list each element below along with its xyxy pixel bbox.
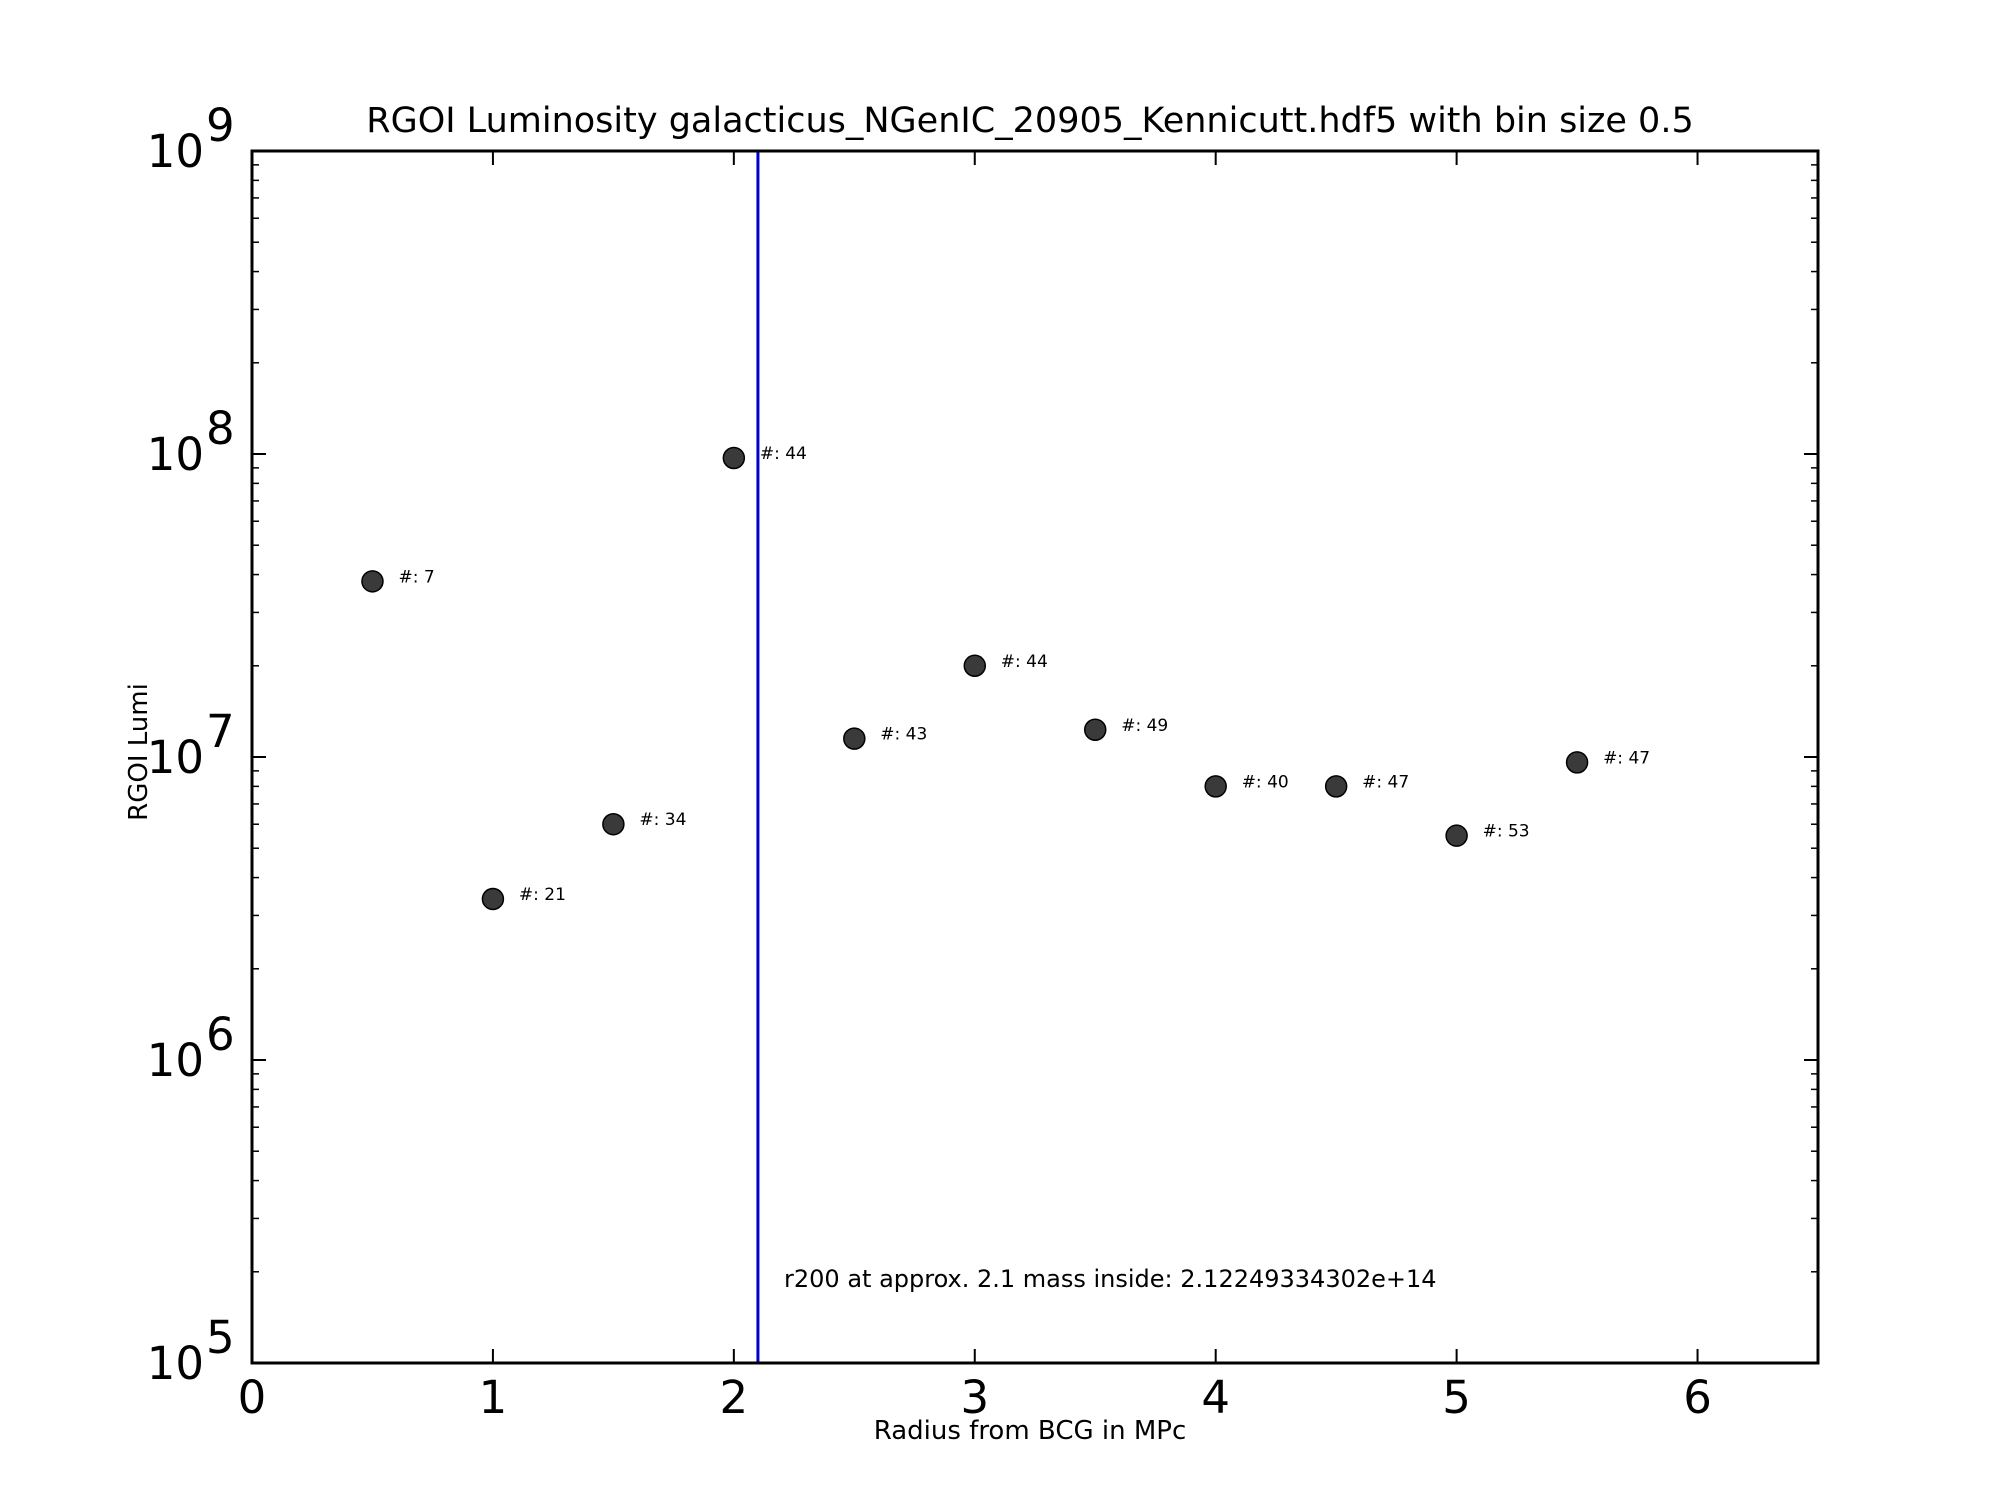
data-point-label: #: 43 <box>880 725 927 745</box>
data-point <box>602 812 625 836</box>
x-tick-label: 2 <box>720 1371 749 1424</box>
chart-title: RGOI Luminosity galacticus_NGenIC_20905_… <box>366 101 1693 141</box>
y-tick-exponent: 9 <box>206 99 235 152</box>
data-point-label: #: 44 <box>760 444 807 464</box>
data-point-label: #: 47 <box>1603 748 1650 768</box>
data-point-label: #: 47 <box>1362 772 1409 792</box>
y-tick-label: 10 <box>147 1337 204 1390</box>
y-tick-exponent: 7 <box>206 705 235 758</box>
x-tick-label: 3 <box>960 1371 989 1424</box>
data-point-label: #: 53 <box>1483 822 1530 842</box>
data-point <box>361 570 384 593</box>
data-point <box>1083 718 1107 742</box>
y-tick-label: 10 <box>147 1034 204 1087</box>
data-point-label: #: 21 <box>519 885 566 905</box>
data-point <box>1204 775 1227 798</box>
data-point <box>963 654 987 678</box>
y-tick-exponent: 8 <box>206 402 235 455</box>
data-point-label: #: 40 <box>1242 772 1289 792</box>
point-labels: #: 7 #: 21 #: 34 #: 44 #: 43 #: 44 #: 49 #: 40 #… <box>398 444 1650 905</box>
data-point-label: #: 34 <box>639 810 686 830</box>
data-point <box>843 727 866 750</box>
y-axis-label: RGOI Lumi <box>124 683 154 821</box>
x-tick-label: 0 <box>238 1371 267 1424</box>
x-tick-label: 1 <box>479 1371 508 1424</box>
y-tick-label: 10 <box>147 731 204 784</box>
data-point <box>1565 751 1589 774</box>
data-point <box>1324 775 1348 798</box>
data-point-label: #: 49 <box>1121 716 1168 736</box>
r200-annotation: r200 at approx. 2.1 mass inside: 2.12249… <box>784 1265 1437 1293</box>
data-point <box>722 446 746 470</box>
data-point-label: #: 44 <box>1001 652 1048 672</box>
data-points <box>361 446 1589 911</box>
data-point <box>481 887 505 911</box>
plot-frame <box>250 149 1820 1365</box>
x-tick-label: 6 <box>1683 1371 1712 1424</box>
y-tick-label: 10 <box>147 428 204 481</box>
data-point <box>1445 824 1468 847</box>
data-point-label: #: 7 <box>398 567 434 587</box>
x-tick-labels: 0 1 2 3 4 5 6 <box>238 1371 1712 1424</box>
y-tick-label: 10 <box>147 125 204 178</box>
x-tick-label: 4 <box>1201 1371 1230 1424</box>
y-tick-exponent: 5 <box>206 1311 235 1364</box>
x-tick-label: 5 <box>1442 1371 1471 1424</box>
y-tick-exponent: 6 <box>206 1008 235 1061</box>
x-axis-label: Radius from BCG in MPc <box>874 1416 1187 1446</box>
